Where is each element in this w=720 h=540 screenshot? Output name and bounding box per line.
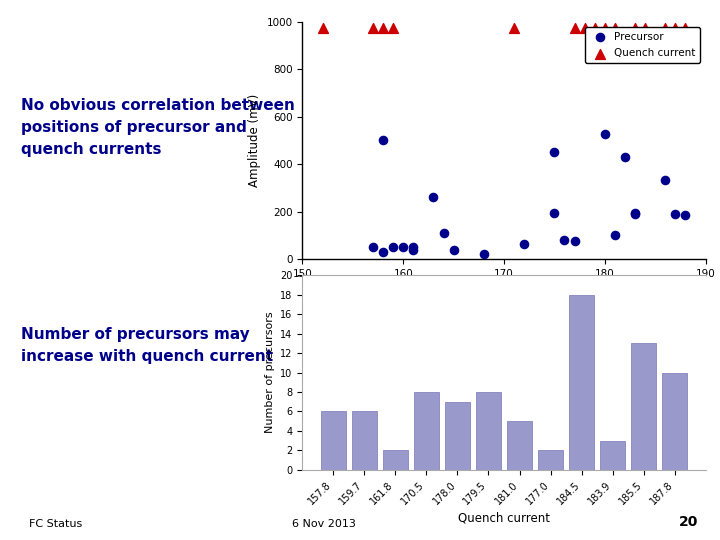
Bar	[631, 343, 656, 470]
X-axis label: Quench current: Quench current	[458, 512, 550, 525]
Bar	[445, 402, 470, 470]
X-axis label: Current (Amps): Current (Amps)	[459, 285, 549, 298]
Precursor	[599, 130, 611, 139]
Text: Number of precursors may
increase with quench current: Number of precursors may increase with q…	[21, 327, 273, 364]
Quench current	[680, 23, 691, 32]
Quench current	[599, 23, 611, 32]
Text: FC Status: FC Status	[29, 519, 82, 529]
Precursor	[549, 208, 560, 217]
Bar	[414, 392, 438, 470]
Quench current	[660, 23, 671, 32]
Quench current	[387, 23, 399, 32]
Text: 20: 20	[679, 515, 698, 529]
Precursor	[629, 208, 641, 217]
Bar	[662, 373, 688, 470]
Quench current	[629, 23, 641, 32]
Precursor	[387, 243, 399, 252]
Precursor	[397, 243, 409, 252]
Quench current	[377, 23, 389, 32]
Precursor	[518, 239, 530, 248]
Precursor	[559, 236, 570, 245]
Precursor	[670, 210, 681, 218]
Precursor	[619, 153, 631, 161]
Quench current	[589, 23, 600, 32]
Bar	[476, 392, 501, 470]
Precursor	[448, 245, 459, 254]
Quench current	[579, 23, 590, 32]
Precursor	[367, 243, 379, 252]
Precursor	[408, 245, 419, 254]
Bar	[320, 411, 346, 470]
Quench current	[569, 23, 580, 32]
Precursor	[377, 248, 389, 256]
Bar	[352, 411, 377, 470]
Quench current	[670, 23, 681, 32]
Bar	[570, 295, 594, 470]
Precursor	[377, 136, 389, 145]
Text: No obvious correlation between
positions of precursor and
quench currents: No obvious correlation between positions…	[21, 98, 294, 157]
Quench current	[317, 23, 328, 32]
Text: 6 Nov 2013: 6 Nov 2013	[292, 519, 356, 529]
Quench current	[508, 23, 520, 32]
Precursor	[660, 176, 671, 184]
Precursor	[478, 250, 490, 259]
Quench current	[639, 23, 651, 32]
Precursor	[438, 229, 449, 238]
Legend: Precursor, Quench current: Precursor, Quench current	[585, 27, 701, 64]
Y-axis label: Number of precursors: Number of precursors	[265, 312, 275, 434]
Bar	[538, 450, 563, 470]
Bar	[383, 450, 408, 470]
Precursor	[549, 148, 560, 157]
Precursor	[569, 237, 580, 246]
Quench current	[367, 23, 379, 32]
Quench current	[609, 23, 621, 32]
Y-axis label: Amplitude (mV): Amplitude (mV)	[248, 94, 261, 187]
Precursor	[609, 231, 621, 240]
Precursor	[629, 210, 641, 218]
Precursor	[680, 211, 691, 220]
Bar	[507, 421, 532, 470]
Precursor	[408, 243, 419, 252]
Bar	[600, 441, 625, 470]
Precursor	[428, 193, 439, 202]
